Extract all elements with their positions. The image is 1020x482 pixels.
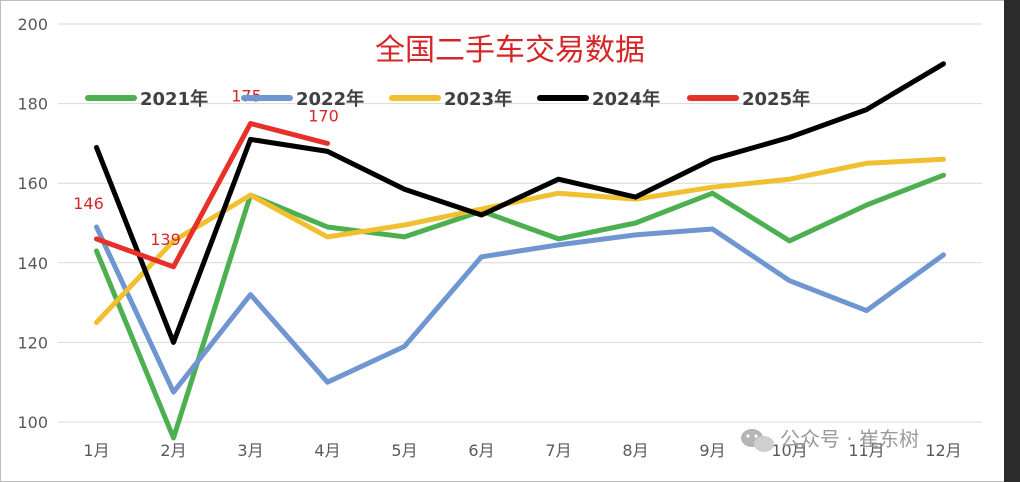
series-line-2025年 xyxy=(94,121,330,270)
x-tick-label: 10月 xyxy=(771,441,807,460)
y-tick-label: 200 xyxy=(17,15,48,34)
x-axis: 1月 2月 3月 4月 5月 6月 7月 8月 9月 10月 11月 12月 xyxy=(83,441,961,460)
y-tick-label: 120 xyxy=(17,333,48,352)
series-line-2024年 xyxy=(94,61,946,345)
x-tick-label: 11月 xyxy=(848,441,884,460)
gridlines xyxy=(58,23,982,423)
x-tick-label: 12月 xyxy=(925,441,961,460)
x-tick-label: 5月 xyxy=(391,441,417,460)
wechat-icon xyxy=(741,429,774,452)
legend-label: 2022年 xyxy=(296,88,364,110)
x-tick-label: 8月 xyxy=(622,441,648,460)
y-tick-label: 140 xyxy=(17,254,48,273)
window-edge xyxy=(1004,0,1020,482)
legend-item-2021年: 2021年 xyxy=(85,88,208,110)
series-lines xyxy=(94,61,946,441)
data-label: 146 xyxy=(73,194,104,213)
data-label: 139 xyxy=(150,230,181,249)
legend-label: 2024年 xyxy=(592,88,660,110)
legend-item-2025年: 2025年 xyxy=(687,88,810,110)
y-tick-label: 160 xyxy=(17,174,48,193)
x-tick-label: 3月 xyxy=(237,441,263,460)
x-tick-label: 7月 xyxy=(545,441,571,460)
x-tick-label: 9月 xyxy=(699,441,725,460)
series-line-2022年 xyxy=(94,224,946,395)
legend-label: 2021年 xyxy=(140,88,208,110)
legend-label: 2025年 xyxy=(742,88,810,110)
x-tick-label: 4月 xyxy=(314,441,340,460)
y-tick-label: 180 xyxy=(17,95,48,114)
data-labels: 146139175170 xyxy=(73,87,339,249)
series-line-2023年 xyxy=(94,156,946,325)
y-axis: 100 120 140 160 180 200 xyxy=(17,15,48,432)
legend-label: 2023年 xyxy=(444,88,512,110)
watermark-text: 公众号 · 崔东树 xyxy=(780,427,919,451)
watermark: 公众号 · 崔东树 xyxy=(741,427,919,452)
x-tick-label: 1月 xyxy=(83,441,109,460)
legend-item-2024年: 2024年 xyxy=(537,88,660,110)
x-tick-label: 6月 xyxy=(468,441,494,460)
legend: 2021年 2022年 2023年 2024年 2025年 xyxy=(85,88,810,110)
y-tick-label: 100 xyxy=(17,413,48,432)
series-line-2021年 xyxy=(94,172,946,441)
x-tick-label: 2月 xyxy=(160,441,186,460)
legend-item-2022年: 2022年 xyxy=(241,88,364,110)
chart-title: 全国二手车交易数据 xyxy=(375,33,645,68)
data-label: 170 xyxy=(308,106,339,125)
legend-item-2023年: 2023年 xyxy=(389,88,512,110)
